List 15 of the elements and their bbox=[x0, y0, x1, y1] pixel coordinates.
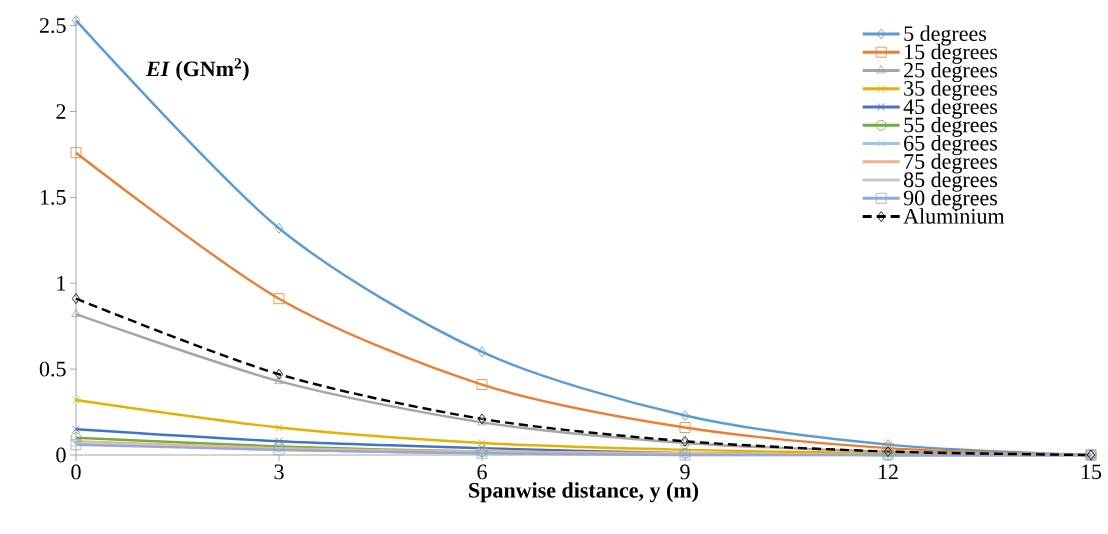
x-tick-label: 9 bbox=[680, 464, 690, 480]
legend-label: Aluminium bbox=[903, 208, 1005, 224]
y-tick-label: 0.5 bbox=[39, 361, 66, 377]
x-axis-title: Spanwise distance, y (m) bbox=[469, 482, 699, 503]
y-tick-label: 1.5 bbox=[40, 189, 66, 205]
y-tick-label: 2 bbox=[56, 104, 66, 119]
y-tick-label: 0 bbox=[56, 447, 66, 463]
x-tick-label: 6 bbox=[477, 464, 487, 480]
x-tick-label: 12 bbox=[878, 464, 898, 480]
x-tick-label: 0 bbox=[71, 464, 81, 480]
x-tick-label: 3 bbox=[274, 464, 284, 480]
y-tick-label: 2.5 bbox=[39, 18, 66, 34]
x-tick-label: 15 bbox=[1081, 464, 1102, 480]
y-axis-title: EI (GNm$^{2}$) bbox=[145, 58, 249, 81]
y-tick-label: 1 bbox=[57, 275, 66, 291]
